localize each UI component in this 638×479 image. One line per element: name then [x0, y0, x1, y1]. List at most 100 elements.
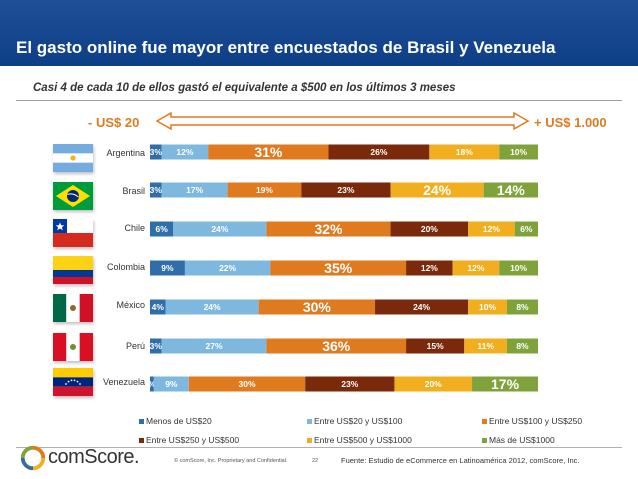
data-label: 9%	[161, 263, 174, 273]
bar-segment	[301, 182, 391, 198]
data-label: 24%	[413, 302, 430, 312]
category-label-venezuela: Venezuela	[102, 377, 145, 387]
footer-divider	[16, 447, 622, 448]
bar-segment	[227, 182, 302, 198]
legend-item-lt20: Menos de US$20	[139, 416, 212, 426]
data-label: 6%	[155, 224, 168, 234]
category-label-brasil: Brasil	[122, 186, 145, 196]
bar-segment	[150, 376, 154, 392]
data-label: 10%	[479, 302, 496, 312]
bar-segment	[150, 299, 166, 315]
data-label: 12%	[467, 263, 484, 273]
legend-swatch	[482, 419, 487, 425]
data-label: 12%	[483, 224, 500, 234]
bar-segment	[165, 299, 259, 315]
data-label: 17%	[186, 185, 203, 195]
legend-swatch	[139, 419, 144, 425]
data-label: 4%	[152, 302, 165, 312]
category-label-mexico: México	[116, 300, 145, 310]
bar-segment	[270, 260, 407, 276]
legend-item-20-100: Entre US$20 y US$100	[307, 416, 402, 426]
legend-item-500-1000: Entre US$500 y US$1000	[307, 435, 412, 445]
title-bar	[0, 0, 638, 66]
data-label: 36%	[322, 338, 351, 354]
legend-label: Menos de US$20	[146, 416, 212, 426]
data-label: 12%	[176, 147, 193, 157]
data-label: 22%	[219, 263, 236, 273]
legend-item-100-250: Entre US$100 y US$250	[482, 416, 582, 426]
bar-segment	[305, 376, 395, 392]
legend-swatch	[482, 438, 487, 444]
data-label: 9%	[165, 379, 178, 389]
copyright-notice: © comScore, Inc. Proprietary and Confide…	[174, 458, 288, 464]
data-label: 26%	[370, 147, 387, 157]
data-label: 19%	[256, 185, 273, 195]
bar-segment	[150, 144, 162, 160]
bar-segment	[394, 376, 473, 392]
bar-segment	[150, 338, 162, 354]
bar-segment	[429, 144, 500, 160]
bar-segment	[452, 260, 500, 276]
slide-title: El gasto online fue mayor entre encuesta…	[16, 38, 556, 57]
data-label: 32%	[314, 221, 343, 237]
data-label: 3%	[150, 341, 163, 351]
comscore-logo-text: comScore.	[48, 446, 140, 468]
comscore-logo-icon	[20, 445, 46, 471]
bar-segment	[328, 144, 430, 160]
data-label: 35%	[324, 260, 353, 276]
bar-segment	[266, 221, 391, 237]
legend-label: Entre US$100 y US$250	[489, 416, 583, 426]
subtitle-divider	[16, 100, 622, 101]
bar-segment	[464, 338, 507, 354]
bar-segment	[161, 182, 228, 198]
data-label: 24%	[423, 182, 452, 198]
mexico-flag-icon	[53, 294, 93, 322]
legend-label: Más de US$1000	[489, 435, 555, 445]
bar-segment	[472, 376, 538, 392]
slide-subtitle: Casi 4 de cada 10 de ellos gastó el equi…	[33, 82, 456, 94]
legend-item-gt1000: Más de US$1000	[482, 435, 555, 445]
legend-item-250-500: Entre US$250 y US$500	[139, 435, 239, 445]
data-label: 24%	[211, 224, 228, 234]
data-label: 17%	[491, 376, 520, 392]
data-label: 30%	[238, 379, 255, 389]
data-label: 8%	[516, 341, 529, 351]
chart-legend: Menos de US$20 Entre US$20 y US$100 Entr…	[137, 414, 637, 452]
data-label: 30%	[303, 299, 332, 315]
bar-segment	[468, 221, 515, 237]
bar-segment	[506, 338, 538, 354]
data-label: 23%	[341, 379, 358, 389]
data-label: 23%	[337, 185, 354, 195]
venezuela-flag-icon	[53, 368, 93, 396]
bar-segment	[506, 299, 538, 315]
bar-segment	[499, 260, 538, 276]
data-label: 27%	[206, 341, 223, 351]
page-number: 22	[312, 458, 319, 464]
data-label: 20%	[425, 379, 442, 389]
bar-segment	[173, 221, 267, 237]
bar-segment	[375, 299, 469, 315]
bar-segment	[208, 144, 329, 160]
bar-segment	[150, 221, 174, 237]
data-label: 14%	[497, 182, 526, 198]
data-label: 20%	[421, 224, 438, 234]
bar-segment	[390, 182, 484, 198]
data-label: 11%	[477, 341, 494, 351]
data-label: 15%	[427, 341, 444, 351]
legend-swatch	[307, 438, 312, 444]
colombia-flag-icon	[53, 256, 93, 284]
bar-segment	[153, 376, 189, 392]
data-label: 10%	[510, 147, 527, 157]
legend-label: Entre US$250 y US$500	[146, 435, 240, 445]
bar-segment	[406, 338, 465, 354]
category-label-chile: Chile	[124, 223, 145, 233]
argentina-flag-icon	[53, 144, 93, 172]
bar-segment	[266, 338, 407, 354]
range-double-arrow	[155, 112, 530, 130]
bar-segment	[406, 260, 453, 276]
data-label: %	[148, 379, 156, 389]
data-label: 24%	[204, 302, 221, 312]
category-label-argentina: Argentina	[106, 148, 145, 158]
range-high-label: + US$ 1.000	[534, 115, 607, 130]
